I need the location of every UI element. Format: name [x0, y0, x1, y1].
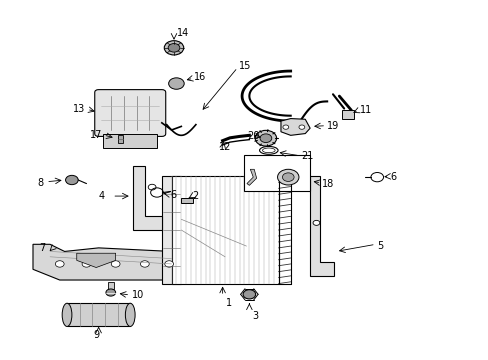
- Text: 19: 19: [326, 121, 339, 131]
- Polygon shape: [246, 169, 256, 185]
- Circle shape: [65, 175, 78, 185]
- Text: 2: 2: [192, 191, 198, 201]
- Circle shape: [164, 41, 183, 55]
- Text: 16: 16: [194, 72, 206, 82]
- Text: 13: 13: [73, 104, 85, 114]
- Circle shape: [312, 220, 319, 225]
- Text: 10: 10: [131, 290, 143, 300]
- Circle shape: [55, 261, 64, 267]
- FancyBboxPatch shape: [95, 90, 165, 136]
- Text: 11: 11: [360, 105, 372, 115]
- Circle shape: [164, 261, 173, 267]
- Ellipse shape: [262, 148, 275, 153]
- Text: 14: 14: [177, 28, 189, 38]
- Bar: [103, 134, 157, 148]
- Bar: [67, 303, 130, 327]
- Circle shape: [277, 169, 298, 185]
- Bar: [108, 282, 114, 289]
- Circle shape: [168, 78, 184, 89]
- Text: 4: 4: [99, 191, 104, 201]
- Text: 3: 3: [252, 311, 258, 321]
- Circle shape: [255, 130, 276, 146]
- Circle shape: [298, 125, 304, 129]
- Polygon shape: [77, 253, 116, 267]
- Text: 6: 6: [170, 190, 176, 200]
- Bar: [162, 176, 181, 284]
- Text: 18: 18: [322, 179, 334, 189]
- Bar: [341, 111, 353, 119]
- Circle shape: [148, 184, 156, 190]
- Text: 5: 5: [376, 241, 382, 251]
- Text: 9: 9: [93, 330, 99, 341]
- Circle shape: [260, 134, 271, 143]
- Circle shape: [283, 125, 288, 129]
- Polygon shape: [309, 176, 334, 276]
- Text: 21: 21: [301, 152, 313, 161]
- Bar: [171, 176, 278, 284]
- Text: 6: 6: [389, 172, 396, 182]
- Text: 12: 12: [218, 142, 231, 152]
- Circle shape: [168, 44, 180, 52]
- Circle shape: [82, 261, 91, 267]
- Circle shape: [282, 173, 293, 181]
- Polygon shape: [132, 166, 162, 230]
- Bar: [181, 198, 193, 203]
- Circle shape: [106, 289, 116, 296]
- Polygon shape: [281, 118, 309, 135]
- Circle shape: [140, 261, 149, 267]
- Text: 17: 17: [90, 130, 102, 140]
- Ellipse shape: [125, 303, 135, 327]
- Bar: [117, 135, 123, 143]
- Text: 15: 15: [238, 61, 250, 71]
- Text: 1: 1: [225, 298, 232, 308]
- Text: 7: 7: [39, 243, 45, 253]
- Circle shape: [243, 290, 255, 299]
- Text: 8: 8: [37, 177, 43, 188]
- Text: 20: 20: [247, 131, 259, 141]
- Circle shape: [111, 261, 120, 267]
- Ellipse shape: [62, 303, 72, 327]
- Bar: [244, 155, 309, 191]
- Polygon shape: [33, 244, 196, 280]
